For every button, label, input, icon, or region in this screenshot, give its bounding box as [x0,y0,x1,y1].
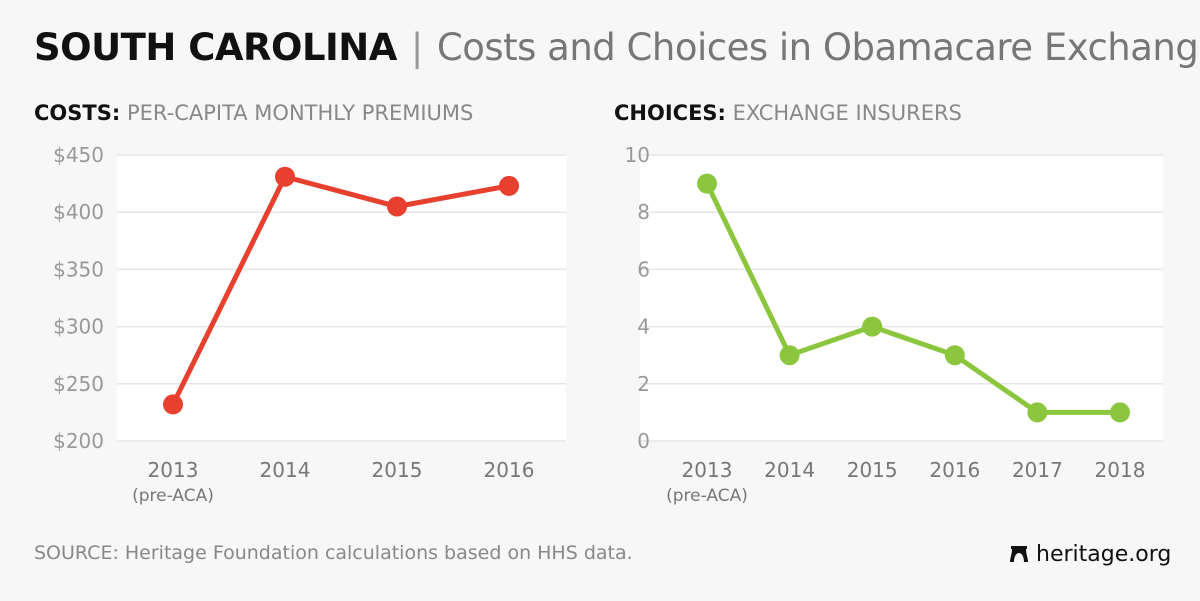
source-note: SOURCE: Heritage Foundation calculations… [34,542,633,564]
costs-x-tick-label: 2016 [484,458,535,482]
costs-y-tick-label: $300 [53,315,104,339]
choices-y-tick-label: 0 [637,429,650,453]
costs-data-point [163,394,183,415]
choices-series-line [704,182,1120,415]
costs-title-text: PER-CAPITA MONTHLY PREMIUMS [126,101,474,125]
costs-data-point [387,196,407,217]
choices-data-point [779,345,800,366]
heritage-logo[interactable]: heritage.org [1010,542,1171,567]
costs-x-tick-label: 2014 [260,458,311,482]
costs-data-point [275,166,295,187]
choices-y-tick-label: 10 [625,143,650,167]
choices-data-point [697,173,717,194]
costs-x-tick-label: 2013 [148,458,199,482]
costs-y-tick-label: $250 [53,372,104,396]
page-title: SOUTH CAROLINA | Costs and Choices in Obam… [34,26,1200,69]
choices-y-tick-label: 4 [637,315,650,339]
choices-data-point [862,316,883,337]
choices-y-tick-label: 6 [637,257,650,281]
choices-x-tick-label: 2018 [1095,458,1146,482]
costs-x-sublabel: (pre-ACA) [132,486,214,506]
choices-title-text: EXCHANGE INSURERS [732,101,962,125]
choices-x-tick-label: 2013 [682,458,733,482]
title-state: SOUTH CAROLINA [34,26,397,69]
choices-x-sublabel: (pre-ACA) [666,486,748,506]
choices-plot-area [640,155,1163,441]
costs-data-point [499,175,519,196]
costs-y-tick-label: $350 [53,257,104,281]
choices-data-point [1110,402,1130,423]
costs-y-tick-label: $450 [53,143,104,167]
choices-data-point [944,345,965,366]
choices-data-point [1027,402,1048,423]
liberty-bell-icon [1010,545,1028,562]
costs-title-bold: COSTS: [34,101,121,125]
choices-x-tick-label: 2014 [764,458,815,482]
costs-y-tick-label: $200 [53,429,104,453]
choices-chart-title: CHOICES: EXCHANGE INSURERS [614,101,962,125]
choices-y-tick-label: 8 [637,200,650,224]
choices-y-tick-label: 2 [637,372,650,396]
choices-x-tick-label: 2015 [847,458,898,482]
title-subtitle: Costs and Choices in Obamacare Exchanges [436,26,1200,69]
costs-chart-title: COSTS: PER-CAPITA MONTHLY PREMIUMS [34,101,473,125]
costs-x-tick-label: 2015 [372,458,423,482]
costs-y-tick-label: $400 [53,200,104,224]
choices-x-tick-label: 2016 [929,458,980,482]
choices-title-bold: CHOICES: [614,101,726,125]
logo-text: heritage.org [1036,542,1172,567]
choices-x-tick-label: 2017 [1012,458,1063,482]
costs-plot-area [117,155,566,441]
costs-series-line [170,174,510,406]
title-separator: | [410,26,423,69]
